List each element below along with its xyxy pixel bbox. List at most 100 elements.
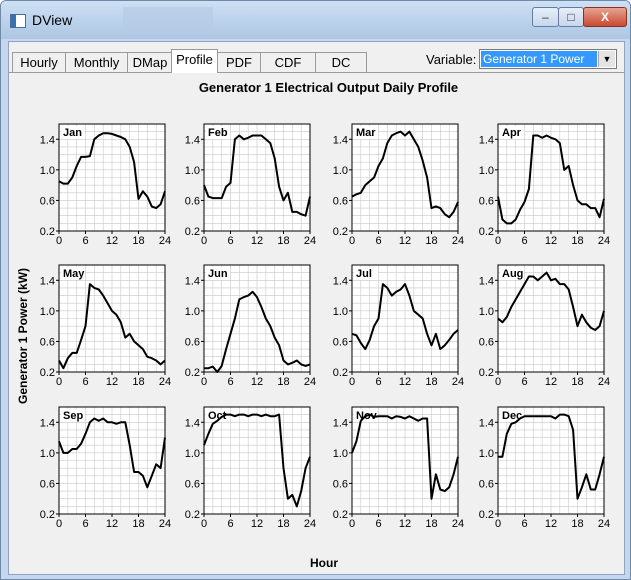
x-tick-label-feb: 6 — [227, 235, 233, 247]
x-tick-label-may: 18 — [132, 376, 144, 388]
y-tick-label-oct: 0.6 — [185, 478, 200, 490]
x-tick-label-nov: 24 — [452, 518, 464, 530]
x-tick-label-nov: 0 — [349, 518, 355, 530]
x-tick-label-sep: 6 — [82, 518, 88, 530]
panel-label-bg-oct — [206, 409, 230, 422]
y-tick-label-mar: 1.0 — [333, 165, 348, 177]
y-tick-label-jul: 1.4 — [333, 275, 348, 287]
x-tick-label-may: 6 — [82, 376, 88, 388]
series-line-jan — [58, 132, 166, 210]
y-tick-label-oct: 0.2 — [185, 509, 200, 521]
y-axis-label: Generator 1 Power (kW) — [16, 268, 30, 404]
panel-label-feb: Feb — [208, 127, 228, 139]
y-tick-label-feb: 0.6 — [185, 195, 200, 207]
y-tick-label-mar: 1.4 — [333, 134, 348, 146]
x-tick-label-may: 12 — [106, 376, 118, 388]
series-line-aug — [497, 271, 605, 331]
y-tick-label-jan: 1.0 — [40, 165, 55, 177]
panel-label-bg-apr — [500, 126, 524, 139]
x-tick-label-nov: 12 — [399, 518, 411, 530]
x-tick-label-oct: 6 — [227, 518, 233, 530]
tab-dmap[interactable]: DMap — [127, 52, 173, 73]
minimize-button[interactable]: – — [532, 7, 559, 27]
panel-label-dec: Dec — [502, 410, 522, 422]
x-tick-label-feb: 12 — [251, 235, 263, 247]
x-tick-label-dec: 12 — [545, 518, 557, 530]
x-tick-label-feb: 0 — [201, 235, 207, 247]
y-tick-label-aug: 1.4 — [479, 275, 494, 287]
x-tick-label-mar: 6 — [375, 235, 381, 247]
x-tick-label-jan: 6 — [82, 235, 88, 247]
variable-select-value: Generator 1 Power — [481, 51, 597, 67]
y-tick-label-oct: 1.0 — [185, 448, 200, 460]
y-tick-label-feb: 0.2 — [185, 226, 200, 238]
series-line-apr — [497, 134, 605, 225]
x-tick-label-sep: 0 — [56, 518, 62, 530]
y-tick-label-dec: 1.0 — [479, 448, 494, 460]
x-tick-label-aug: 12 — [545, 376, 557, 388]
series-line-jul — [351, 283, 459, 351]
tab-cdf[interactable]: CDF — [260, 52, 316, 73]
panel-label-mar: Mar — [356, 127, 376, 139]
tab-pdf[interactable]: PDF — [217, 52, 261, 73]
x-tick-label-aug: 18 — [571, 376, 583, 388]
title-bar[interactable]: DView – □ X — [1, 1, 630, 39]
y-tick-label-feb: 1.0 — [185, 165, 200, 177]
y-tick-label-sep: 1.0 — [40, 448, 55, 460]
x-tick-label-oct: 24 — [304, 518, 316, 530]
x-tick-label-oct: 18 — [277, 518, 289, 530]
y-tick-label-nov: 1.0 — [333, 448, 348, 460]
tab-underline — [9, 72, 624, 73]
x-tick-label-feb: 24 — [304, 235, 316, 247]
y-tick-label-nov: 0.6 — [333, 478, 348, 490]
tab-dc[interactable]: DC — [315, 52, 367, 73]
x-tick-label-aug: 6 — [521, 376, 527, 388]
x-tick-label-may: 0 — [56, 376, 62, 388]
panel-label-jan: Jan — [63, 127, 82, 139]
x-tick-label-jun: 24 — [304, 376, 316, 388]
chevron-down-icon[interactable]: ▼ — [598, 51, 615, 67]
x-tick-label-dec: 0 — [495, 518, 501, 530]
y-tick-label-nov: 1.4 — [333, 417, 348, 429]
panel-label-bg-mar — [354, 126, 378, 139]
y-tick-label-mar: 0.2 — [333, 226, 348, 238]
variable-select[interactable]: Generator 1 Power ▼ — [479, 49, 617, 69]
y-tick-label-jan: 0.2 — [40, 226, 55, 238]
x-tick-label-jun: 18 — [277, 376, 289, 388]
x-tick-label-mar: 18 — [425, 235, 437, 247]
x-tick-label-dec: 18 — [571, 518, 583, 530]
profile-chart: Generator 1 Electrical Output Daily Prof… — [16, 80, 610, 570]
x-tick-label-jun: 0 — [201, 376, 207, 388]
x-tick-label-aug: 0 — [495, 376, 501, 388]
x-tick-label-aug: 24 — [598, 376, 610, 388]
client-area: Hourly Monthly DMap Profile PDF CDF DC V… — [8, 41, 625, 575]
x-tick-label-may: 24 — [159, 376, 171, 388]
x-tick-label-dec: 6 — [521, 518, 527, 530]
x-tick-label-jun: 6 — [227, 376, 233, 388]
x-tick-label-jun: 12 — [251, 376, 263, 388]
x-tick-label-nov: 6 — [375, 518, 381, 530]
y-tick-label-aug: 0.2 — [479, 367, 494, 379]
x-tick-label-jan: 18 — [132, 235, 144, 247]
profile-panel: Generator 1 Electrical Output Daily Prof… — [11, 74, 622, 572]
x-tick-label-jul: 0 — [349, 376, 355, 388]
series-line-sep — [58, 417, 166, 489]
tab-hourly[interactable]: Hourly — [12, 52, 66, 73]
x-tick-label-apr: 6 — [521, 235, 527, 247]
maximize-button[interactable]: □ — [558, 7, 584, 27]
y-tick-label-oct: 1.4 — [185, 417, 200, 429]
tab-profile[interactable]: Profile — [171, 49, 218, 73]
series-line-nov — [351, 413, 459, 500]
tab-monthly[interactable]: Monthly — [65, 52, 128, 73]
app-icon — [10, 14, 26, 28]
y-tick-label-aug: 1.0 — [479, 306, 494, 318]
panel-label-bg-feb — [206, 126, 230, 139]
panel-label-sep: Sep — [63, 410, 83, 422]
y-tick-label-jun: 1.4 — [185, 275, 200, 287]
y-tick-label-may: 1.4 — [40, 275, 55, 287]
y-tick-label-dec: 1.4 — [479, 417, 494, 429]
panel-label-apr: Apr — [502, 127, 522, 139]
y-tick-label-may: 0.6 — [40, 336, 55, 348]
panel-label-jul: Jul — [356, 268, 372, 280]
close-button[interactable]: X — [583, 7, 627, 27]
